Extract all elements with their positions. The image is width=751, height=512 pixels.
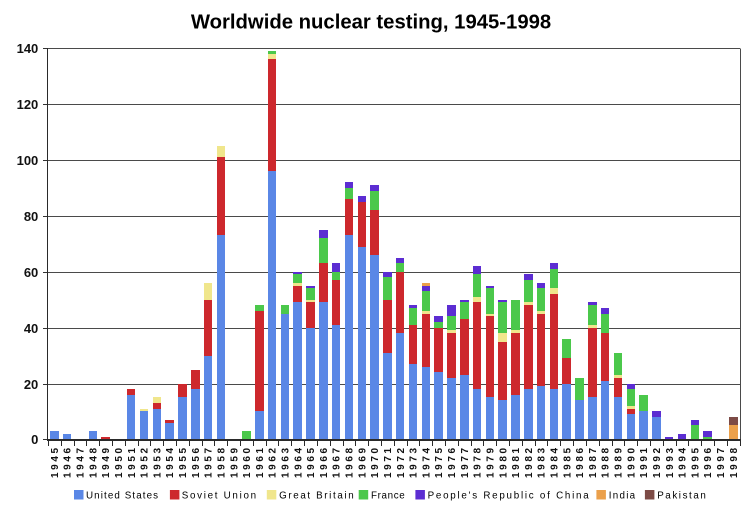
svg-text:1997: 1997 <box>716 445 727 478</box>
svg-text:80: 80 <box>24 209 38 224</box>
svg-text:1967: 1967 <box>332 445 343 478</box>
svg-text:1950: 1950 <box>114 445 125 478</box>
svg-text:140: 140 <box>17 41 39 56</box>
svg-text:1961: 1961 <box>255 445 266 478</box>
svg-text:1992: 1992 <box>652 445 663 478</box>
svg-text:60: 60 <box>24 265 38 280</box>
svg-text:20: 20 <box>24 377 38 392</box>
svg-text:1960: 1960 <box>242 445 253 478</box>
svg-text:120: 120 <box>17 97 39 112</box>
svg-text:1946: 1946 <box>63 445 74 478</box>
svg-text:40: 40 <box>24 321 38 336</box>
svg-text:100: 100 <box>17 153 39 168</box>
svg-text:1955: 1955 <box>178 445 189 478</box>
svg-text:1947: 1947 <box>76 445 87 478</box>
svg-text:1953: 1953 <box>152 445 163 478</box>
svg-text:1982: 1982 <box>524 445 535 478</box>
svg-text:1957: 1957 <box>204 445 215 478</box>
svg-text:1948: 1948 <box>88 445 99 478</box>
svg-text:1980: 1980 <box>498 445 509 478</box>
svg-text:Pakistan: Pakistan <box>657 490 707 501</box>
svg-text:1993: 1993 <box>665 445 676 478</box>
svg-text:1969: 1969 <box>357 445 368 478</box>
svg-text:Worldwide nuclear testing, 194: Worldwide nuclear testing, 1945-1998 <box>191 12 551 34</box>
svg-text:1977: 1977 <box>460 445 471 478</box>
svg-text:1959: 1959 <box>229 445 240 478</box>
svg-text:Great Britain: Great Britain <box>279 490 355 501</box>
svg-text:1985: 1985 <box>562 445 573 478</box>
svg-text:Soviet Union: Soviet Union <box>182 490 258 501</box>
svg-text:1984: 1984 <box>550 445 561 478</box>
svg-text:1987: 1987 <box>588 445 599 478</box>
svg-text:1998: 1998 <box>729 445 740 478</box>
svg-text:1996: 1996 <box>703 445 714 478</box>
svg-text:1973: 1973 <box>409 445 420 478</box>
svg-text:1965: 1965 <box>306 445 317 478</box>
svg-text:1976: 1976 <box>447 445 458 478</box>
svg-text:United States: United States <box>86 490 159 501</box>
svg-text:People's Republic of China: People's Republic of China <box>428 490 591 501</box>
svg-text:1962: 1962 <box>268 445 279 478</box>
svg-text:1975: 1975 <box>434 445 445 478</box>
svg-text:1988: 1988 <box>601 445 612 478</box>
svg-text:France: France <box>371 490 405 501</box>
svg-text:1952: 1952 <box>140 445 151 478</box>
svg-text:1986: 1986 <box>575 445 586 478</box>
svg-text:1970: 1970 <box>370 445 381 478</box>
svg-text:India: India <box>609 490 637 501</box>
svg-text:1995: 1995 <box>690 445 701 478</box>
svg-text:1981: 1981 <box>511 445 522 478</box>
svg-text:1966: 1966 <box>319 445 330 478</box>
svg-text:1974: 1974 <box>421 445 432 478</box>
svg-text:1989: 1989 <box>614 445 625 478</box>
svg-text:1971: 1971 <box>383 445 394 478</box>
svg-text:1978: 1978 <box>473 445 484 478</box>
svg-text:1945: 1945 <box>50 445 61 478</box>
svg-text:1972: 1972 <box>396 445 407 478</box>
svg-text:1964: 1964 <box>293 445 304 478</box>
svg-text:1951: 1951 <box>127 445 138 478</box>
svg-text:1949: 1949 <box>101 445 112 478</box>
svg-text:1958: 1958 <box>216 445 227 478</box>
svg-text:1994: 1994 <box>678 445 689 478</box>
svg-text:1983: 1983 <box>537 445 548 478</box>
svg-text:1990: 1990 <box>626 445 637 478</box>
svg-text:1968: 1968 <box>345 445 356 478</box>
svg-text:1979: 1979 <box>485 445 496 478</box>
svg-text:1954: 1954 <box>165 445 176 478</box>
svg-text:1963: 1963 <box>280 445 291 478</box>
svg-text:1956: 1956 <box>191 445 202 478</box>
svg-text:1991: 1991 <box>639 445 650 478</box>
svg-text:0: 0 <box>31 432 38 447</box>
